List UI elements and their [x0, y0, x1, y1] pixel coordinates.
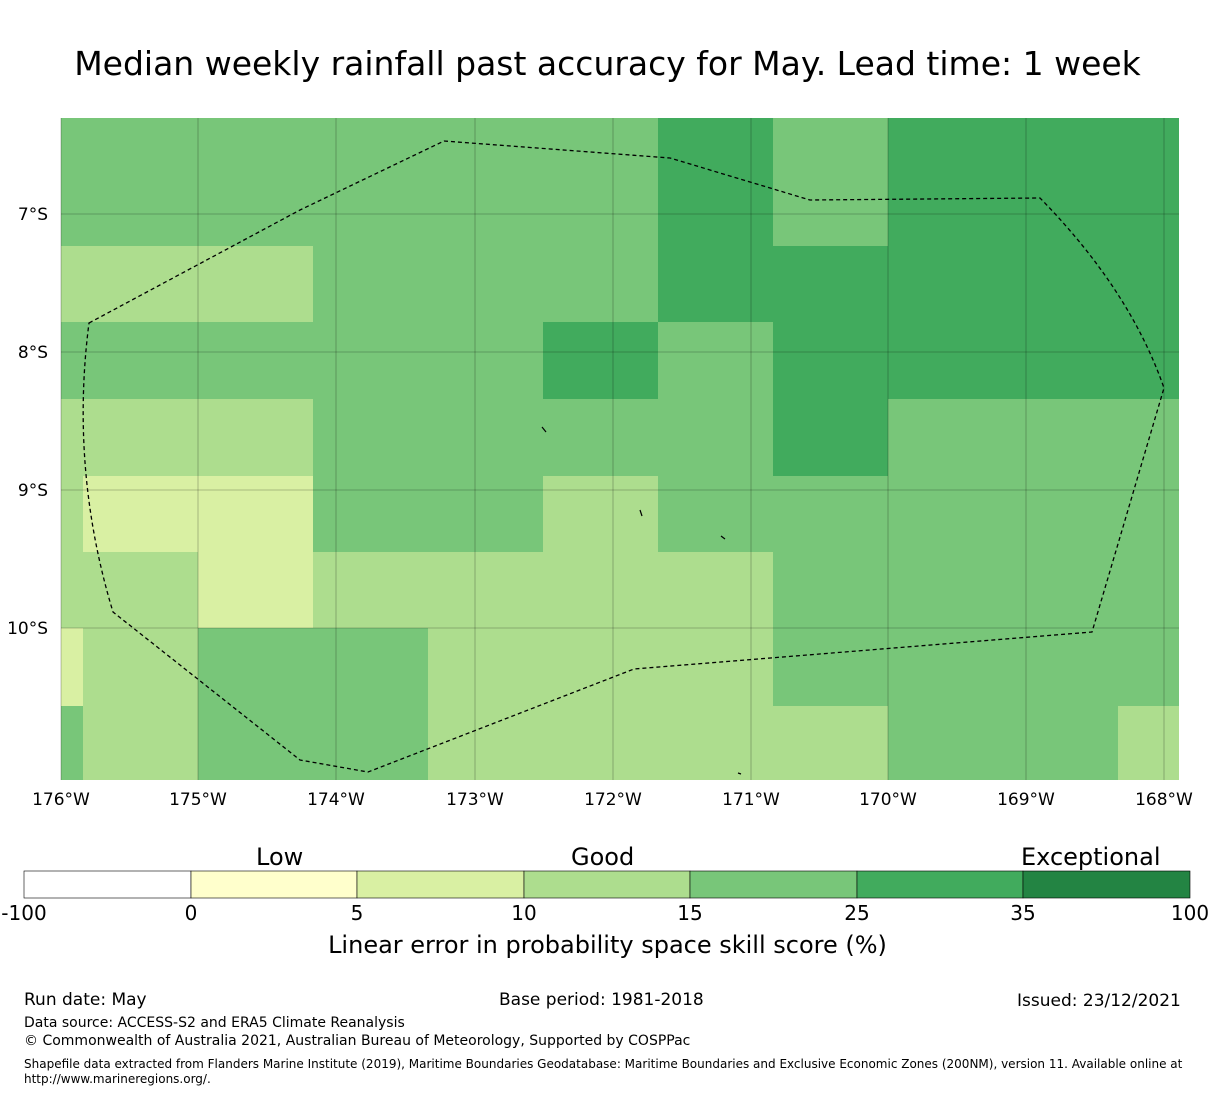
colorbar-tick-7: 100 [1171, 901, 1209, 925]
skill-cell-34 [888, 706, 1118, 780]
colorbar-segment-0 [23, 870, 192, 899]
colorbar-category-exceptional: Exceptional [1021, 843, 1161, 871]
graticule-lines [60, 118, 1179, 780]
lon-label-5: 171°W [722, 790, 780, 810]
colorbar-category-low: Low [256, 843, 304, 871]
skill-cell-22 [198, 552, 313, 628]
skill-cell-29 [773, 628, 1179, 706]
skill-cell-11 [773, 322, 1179, 399]
skill-grid-cells [61, 118, 1179, 780]
skill-cell-25 [61, 628, 83, 706]
colorbar-tick-4: 15 [677, 901, 702, 925]
issued-date: Issued: 23/12/2021 [1017, 991, 1181, 1011]
colorbar-segment-2 [356, 870, 525, 899]
lat-label-0: 7°S [18, 205, 48, 225]
atoll-marks [541, 426, 742, 775]
skill-cell-6 [773, 246, 888, 322]
shapefile-credit-line1: Shapefile data extracted from Flanders M… [24, 1057, 1183, 1071]
skill-cell-26 [83, 628, 198, 706]
base-period: Base period: 1981-2018 [499, 990, 704, 1010]
colorbar [23, 870, 1191, 899]
skill-cell-30 [61, 706, 83, 780]
lat-label-2: 9°S [18, 481, 48, 501]
skill-cell-3 [888, 118, 1179, 246]
skill-cell-19 [543, 476, 658, 552]
skill-cell-5 [313, 246, 658, 322]
atoll-1 [541, 426, 547, 433]
lon-label-3: 173°W [446, 790, 504, 810]
colorbar-tick-1: 0 [185, 901, 198, 925]
shapefile-credit-line2: http://www.marineregions.org/. [24, 1072, 211, 1086]
map-title: Median weekly rainfall past accuracy for… [74, 44, 1141, 83]
atoll-2 [639, 509, 643, 517]
skill-cell-35 [1118, 706, 1179, 780]
lat-label-3: 10°S [7, 619, 48, 639]
copyright: © Commonwealth of Australia 2021, Austra… [24, 1033, 691, 1049]
skill-cell-4 [61, 246, 313, 322]
skill-cell-14 [773, 399, 888, 476]
lon-label-0: 176°W [32, 790, 90, 810]
lon-label-1: 175°W [169, 790, 227, 810]
colorbar-tick-2: 5 [351, 901, 364, 925]
colorbar-category-good: Good [571, 843, 635, 871]
colorbar-tick-5: 25 [844, 901, 869, 925]
skill-cell-21 [61, 552, 198, 628]
skill-cell-7 [888, 246, 1179, 322]
longitude-labels: 176°W 175°W 174°W 173°W 172°W 171°W 170°W 169°W… [32, 790, 1193, 810]
atoll-4 [737, 772, 742, 775]
lon-label-8: 168°W [1135, 790, 1193, 810]
skill-cell-20 [658, 476, 1179, 552]
skill-cell-27 [198, 628, 428, 706]
colorbar-tick-labels: -100 0 5 10 15 25 35 100 [1, 901, 1209, 925]
colorbar-segment-1 [190, 870, 358, 899]
skill-cell-9 [543, 322, 658, 399]
colorbar-axis-label: Linear error in probability space skill … [328, 931, 887, 959]
skill-cell-8 [61, 322, 543, 399]
colorbar-tick-0: -100 [1, 901, 46, 925]
run-date: Run date: May [24, 990, 147, 1010]
skill-cell-15 [888, 399, 1179, 476]
lon-label-6: 170°W [859, 790, 917, 810]
skill-cell-17 [83, 476, 313, 552]
skill-cell-13 [313, 399, 773, 476]
colorbar-segment-5 [856, 870, 1024, 899]
lat-label-1: 8°S [18, 343, 48, 363]
colorbar-tick-6: 35 [1010, 901, 1035, 925]
skill-cell-24 [773, 552, 1179, 628]
skill-cell-0 [61, 118, 658, 246]
skill-cell-31 [83, 706, 198, 780]
colorbar-segment-4 [689, 870, 858, 899]
skill-cell-10 [658, 322, 773, 399]
lon-label-7: 169°W [997, 790, 1055, 810]
lon-label-4: 172°W [584, 790, 642, 810]
atoll-3 [720, 535, 726, 540]
skill-cell-16 [61, 476, 83, 552]
colorbar-segment-3 [523, 870, 691, 899]
data-source: Data source: ACCESS-S2 and ERA5 Climate … [24, 1015, 405, 1031]
skill-cell-18 [313, 476, 543, 552]
skill-cell-2 [773, 118, 888, 246]
colorbar-segment-6 [1022, 870, 1191, 899]
skill-cell-23 [313, 552, 773, 628]
skill-cell-33 [428, 706, 888, 780]
lon-label-2: 174°W [307, 790, 365, 810]
skill-cell-12 [61, 399, 313, 476]
latitude-labels: 7°S 8°S 9°S 10°S [7, 205, 48, 639]
skill-cell-28 [428, 628, 773, 706]
skill-cell-1 [658, 118, 773, 322]
skill-cell-32 [198, 706, 428, 780]
colorbar-tick-3: 10 [511, 901, 536, 925]
eez-boundary [82, 140, 1165, 773]
